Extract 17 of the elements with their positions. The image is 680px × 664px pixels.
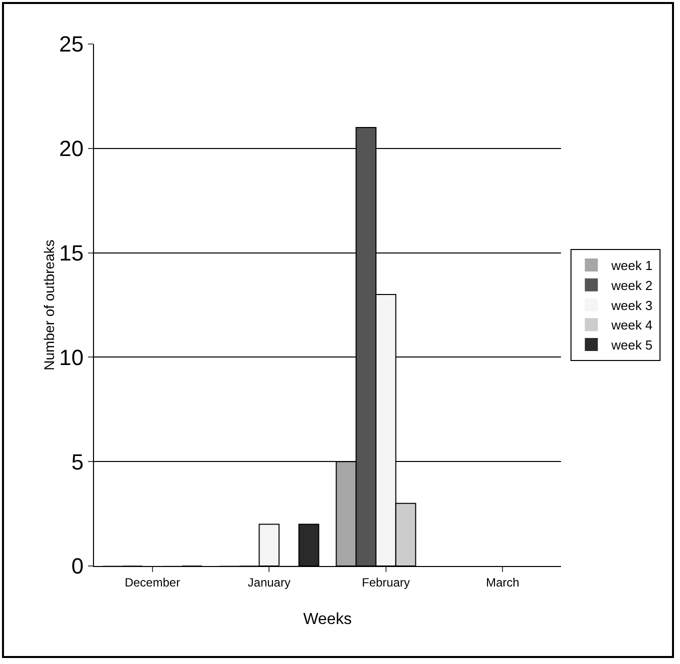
legend-label: week 5 bbox=[610, 338, 653, 353]
x-tick-label: February bbox=[362, 575, 410, 590]
legend-label: week 4 bbox=[610, 318, 653, 333]
y-tick-label: 5 bbox=[71, 449, 84, 474]
y-axis-title: Number of outbreaks bbox=[41, 240, 58, 370]
legend-label: week 2 bbox=[610, 278, 653, 293]
legend-label: week 1 bbox=[610, 258, 653, 274]
y-tick-label: 0 bbox=[71, 554, 84, 579]
y-tick-label: 15 bbox=[59, 240, 84, 266]
x-tick-label: December bbox=[124, 575, 180, 590]
legend-label: week 3 bbox=[610, 298, 653, 313]
x-axis-title: Weeks bbox=[303, 611, 352, 628]
y-tick-label: 20 bbox=[59, 136, 84, 162]
x-tick-label: January bbox=[248, 575, 290, 590]
x-tick-label: March bbox=[486, 575, 520, 590]
y-tick-label: 25 bbox=[59, 32, 84, 57]
y-tick-label: 10 bbox=[59, 344, 84, 370]
